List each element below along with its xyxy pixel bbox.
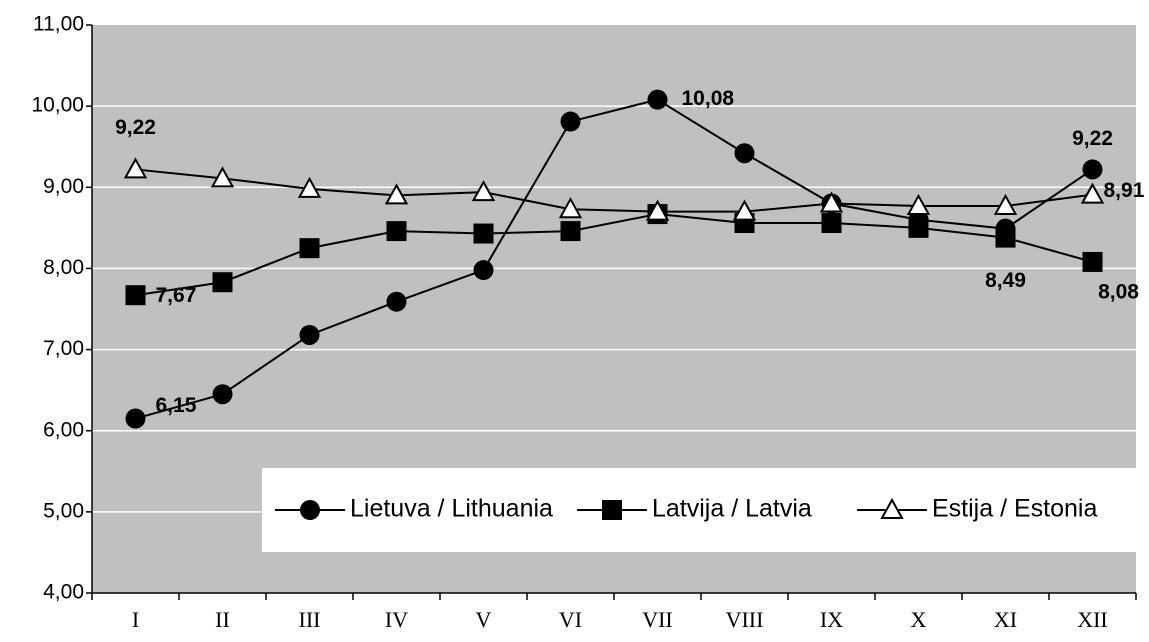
- x-tick-label: V: [476, 607, 492, 632]
- legend-label: Lietuva / Lithuania: [350, 495, 553, 523]
- marker: [386, 291, 407, 312]
- marker: [123, 157, 148, 179]
- marker: [732, 199, 757, 221]
- y-tick-label: 10,00: [31, 94, 84, 117]
- x-tick-label: I: [132, 607, 139, 632]
- marker: [821, 212, 842, 233]
- marker: [1082, 159, 1103, 180]
- data-label: 7,67: [156, 284, 197, 307]
- marker: [995, 227, 1016, 248]
- marker: [299, 238, 320, 259]
- marker: [212, 384, 233, 405]
- marker: [473, 223, 494, 244]
- marker: [645, 199, 670, 221]
- y-tick-label: 11,00: [33, 13, 84, 36]
- x-tick-label: IV: [385, 607, 408, 632]
- x-tick-label: IX: [820, 607, 843, 632]
- data-label: 9,22: [1072, 127, 1113, 150]
- marker: [647, 89, 668, 110]
- data-label: 9,22: [115, 116, 156, 139]
- marker: [386, 221, 407, 242]
- marker: [734, 143, 755, 164]
- x-tick-label: II: [215, 607, 230, 632]
- x-tick-label: X: [911, 607, 927, 632]
- x-tick-label: VII: [642, 607, 673, 632]
- legend-marker: [300, 500, 320, 520]
- marker: [299, 324, 320, 345]
- y-tick-label: 5,00: [43, 499, 84, 522]
- legend-label: Latvija / Latvia: [652, 495, 812, 523]
- marker: [993, 193, 1018, 215]
- data-label: 8,49: [985, 269, 1026, 292]
- x-tick-label: VI: [559, 607, 582, 632]
- marker: [908, 217, 929, 238]
- y-tick-label: 9,00: [43, 175, 84, 198]
- marker: [212, 272, 233, 293]
- data-label: 10,08: [682, 87, 735, 110]
- series-line: [135, 98, 1094, 420]
- legend-label: Estija / Estonia: [932, 495, 1097, 523]
- x-tick-label: VIII: [726, 607, 764, 632]
- data-label: 8,08: [1098, 280, 1139, 303]
- marker: [125, 285, 146, 306]
- legend-marker: [602, 500, 622, 520]
- marker: [297, 176, 322, 198]
- marker: [125, 408, 146, 429]
- data-label: 6,15: [156, 394, 197, 417]
- marker: [558, 197, 583, 219]
- marker: [1080, 182, 1105, 204]
- x-tick-label: XII: [1077, 607, 1108, 632]
- y-tick-label: 6,00: [43, 418, 84, 441]
- marker: [819, 191, 844, 213]
- series-line: [135, 213, 1093, 297]
- y-tick-label: 7,00: [43, 337, 84, 360]
- x-tick-label: XI: [994, 607, 1017, 632]
- y-tick-label: 8,00: [43, 256, 84, 279]
- marker: [560, 111, 581, 132]
- marker: [560, 221, 581, 242]
- marker: [1082, 251, 1103, 272]
- marker: [906, 193, 931, 215]
- x-tick-label: III: [299, 607, 321, 632]
- marker: [384, 183, 409, 205]
- series-line: [135, 168, 1093, 213]
- legend-marker: [880, 497, 904, 519]
- marker: [473, 260, 494, 281]
- legend: [262, 468, 1136, 552]
- y-tick-label: 4,00: [43, 581, 84, 604]
- marker: [471, 180, 496, 202]
- data-label: 8,91: [1104, 179, 1145, 202]
- marker: [210, 166, 235, 188]
